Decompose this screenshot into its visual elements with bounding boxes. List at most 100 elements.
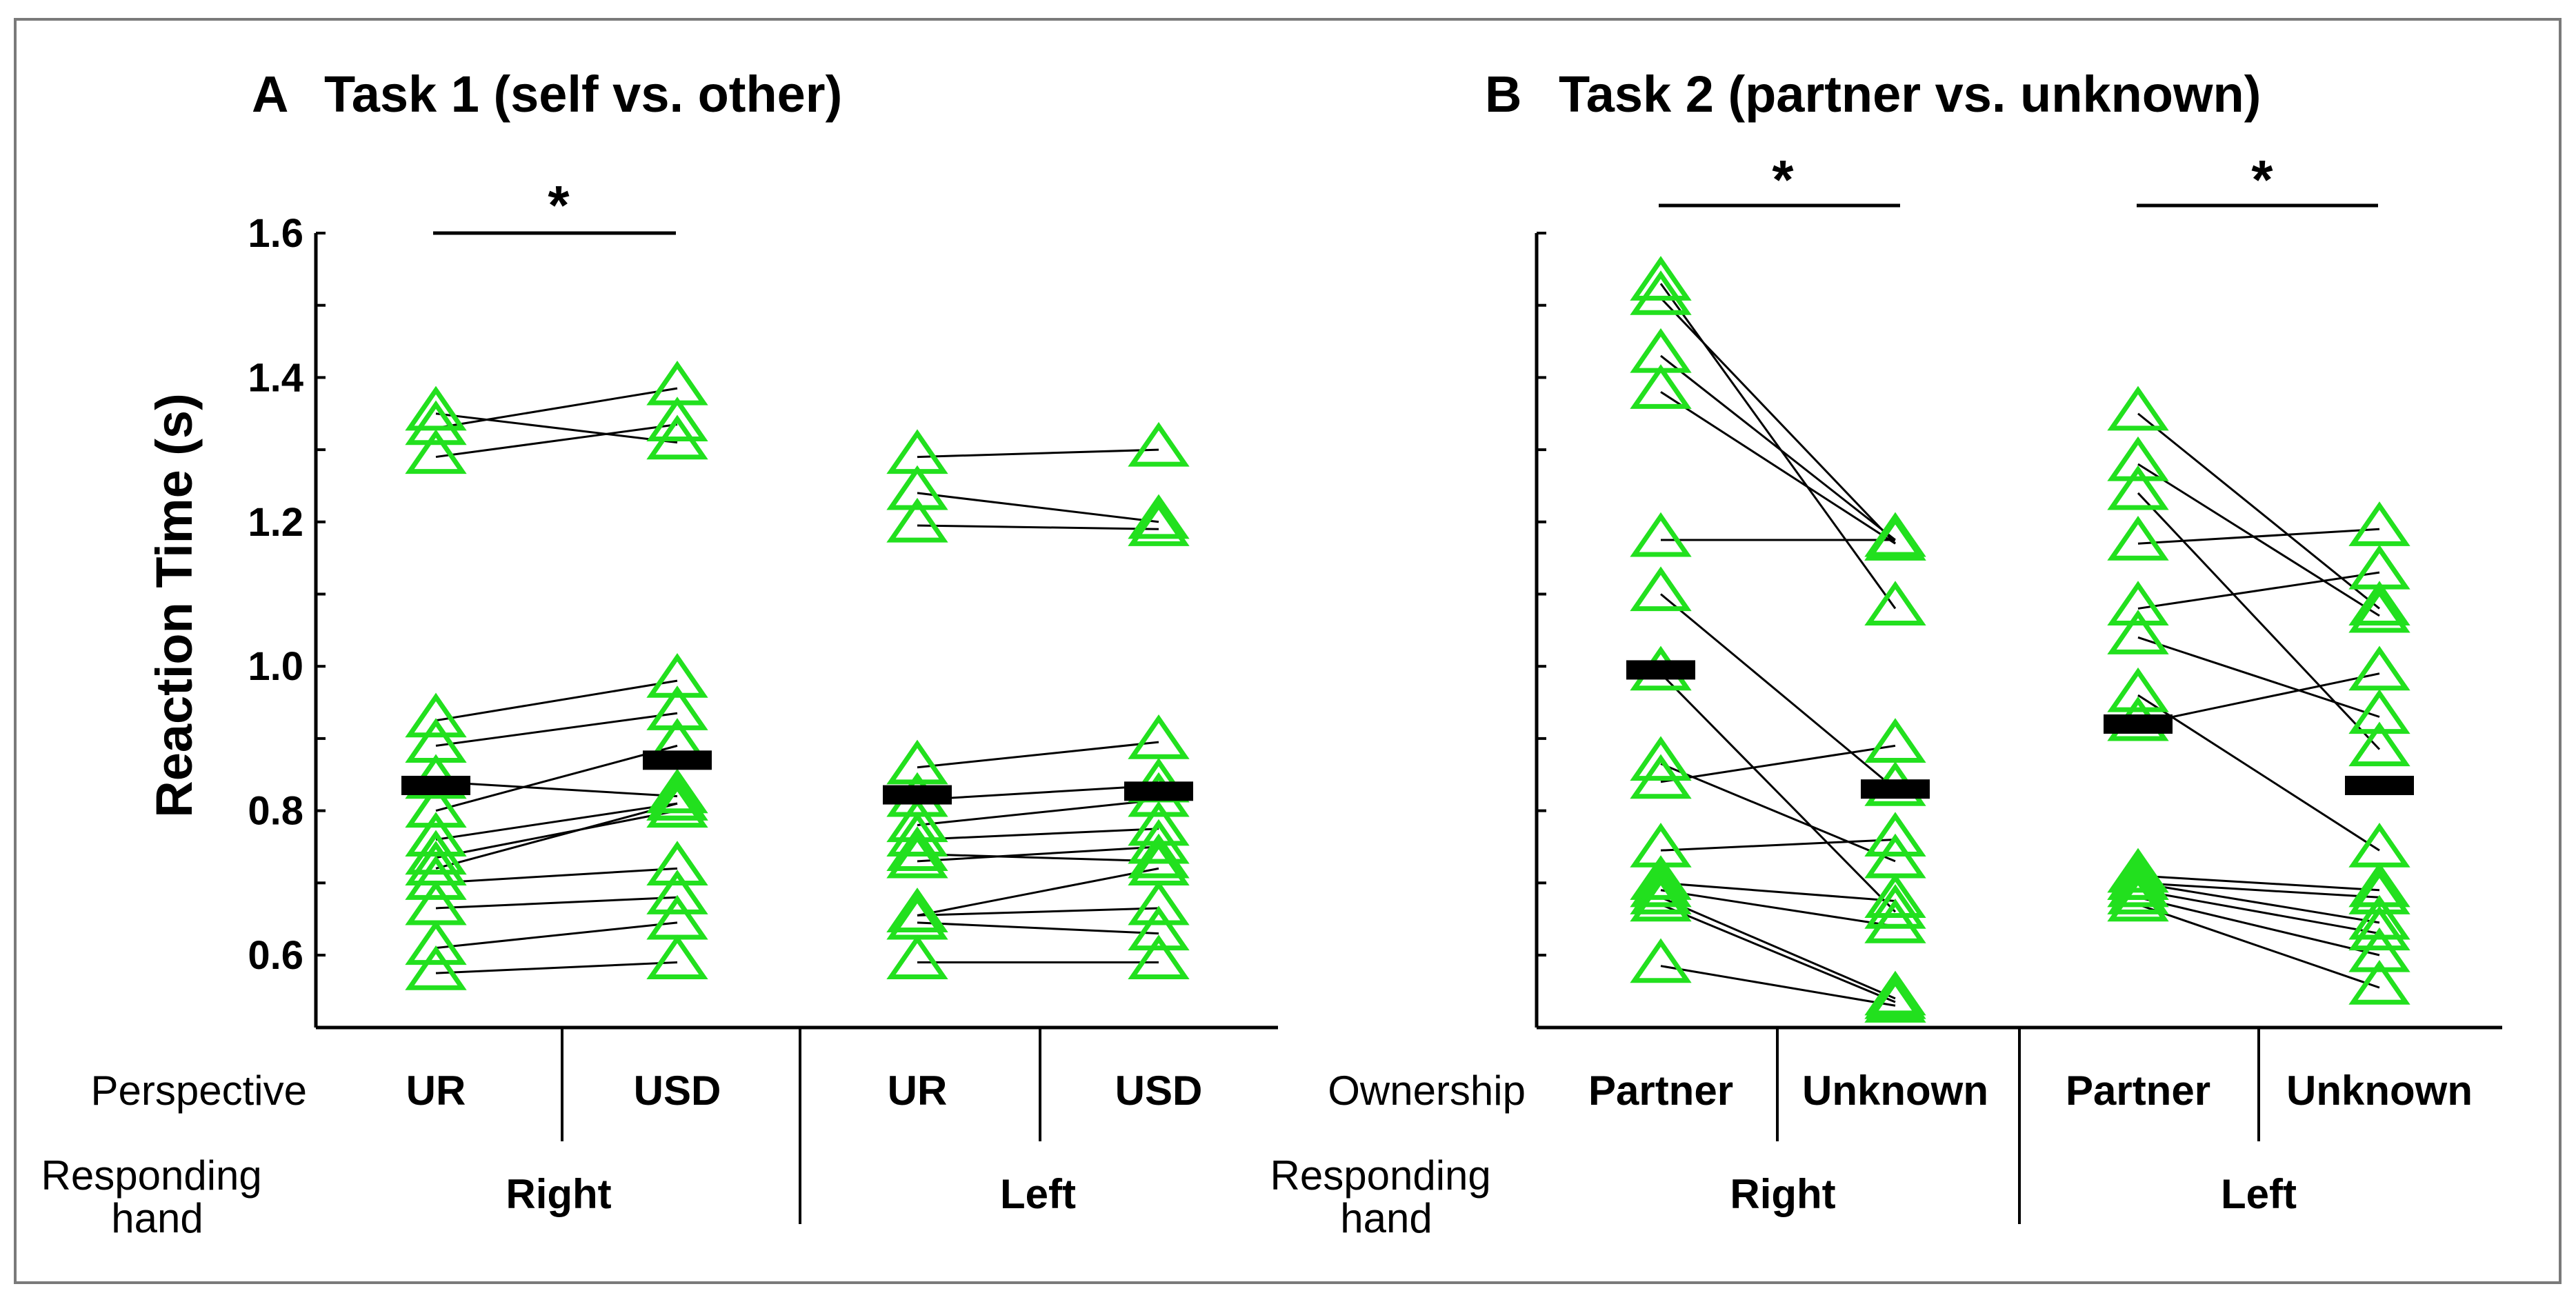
- paired-line: [917, 907, 1159, 917]
- data-point: [646, 775, 708, 821]
- paired-line: [917, 524, 1159, 530]
- data-point: [2348, 905, 2410, 951]
- paired-line: [917, 921, 1159, 935]
- significance-star: *: [1772, 149, 1794, 210]
- paired-line: [2137, 903, 2380, 989]
- data-point: [1630, 877, 1692, 922]
- paired-line: [2137, 492, 2381, 750]
- data-point: [405, 945, 467, 990]
- data-point: [1864, 873, 1926, 919]
- data-point: [1630, 256, 1692, 301]
- paired-line: [1660, 593, 1896, 790]
- data-point: [405, 830, 467, 875]
- data-point: [886, 888, 948, 932]
- paired-line: [435, 744, 678, 812]
- data-point: [886, 826, 948, 871]
- markers: [405, 360, 1190, 990]
- y-tick-label: 1.0: [248, 644, 303, 689]
- mean-bar: [2104, 714, 2173, 734]
- category-label: Unknown: [2286, 1068, 2473, 1114]
- paired-line: [2137, 694, 2380, 852]
- paired-lines: [435, 387, 1159, 974]
- category-label: UR: [406, 1068, 466, 1114]
- paired-lines: [1659, 283, 2381, 1007]
- category-label: Partner: [1588, 1068, 1733, 1114]
- mean-bar: [1626, 660, 1695, 680]
- panel-b-title: Task 2 (partner vs. unknown): [1559, 66, 2261, 123]
- y-tick-label: 1.4: [248, 355, 303, 400]
- data-point: [2348, 544, 2410, 590]
- row-label-responding-hand-text: Responding: [1270, 1152, 1491, 1199]
- data-point: [2107, 877, 2169, 922]
- paired-line: [435, 412, 678, 444]
- data-point: [2348, 689, 2410, 734]
- data-point: [1864, 512, 1926, 557]
- data-point: [405, 385, 467, 431]
- panel-a-title: Task 1 (self vs. other): [324, 66, 842, 123]
- paired-line: [435, 423, 678, 459]
- paired-line: [435, 810, 678, 859]
- data-point: [2348, 959, 2410, 1005]
- data-point: [2348, 862, 2410, 908]
- data-point: [646, 397, 708, 442]
- paired-line: [1660, 965, 1896, 1007]
- paired-line: [1660, 744, 1896, 783]
- data-point: [2107, 610, 2169, 654]
- paired-line: [2137, 672, 2380, 725]
- data-point: [1864, 718, 1926, 763]
- mean-bar: [401, 775, 470, 795]
- paired-line: [1660, 763, 1896, 863]
- group-label: Right: [506, 1171, 611, 1217]
- data-point: [886, 465, 948, 510]
- paired-line: [435, 712, 678, 747]
- y-axis-label: Reaction Time (s): [146, 393, 203, 817]
- data-point: [405, 692, 467, 738]
- mean-bars: [401, 750, 1193, 805]
- data-point: [1630, 870, 1692, 914]
- data-point: [886, 812, 948, 857]
- paired-line: [435, 961, 678, 974]
- paired-line: [1660, 881, 1896, 902]
- paired-line: [917, 492, 1159, 523]
- paired-line: [1660, 889, 1896, 928]
- paired-line: [2137, 571, 2380, 610]
- data-point: [1864, 898, 1926, 943]
- y-ticks: 0.6 0.8 1.0 1.2 1.4 1.6: [248, 211, 326, 1029]
- data-point: [1128, 905, 1190, 951]
- data-point: [1128, 880, 1190, 925]
- mean-bars: [1626, 660, 2414, 799]
- data-point: [2107, 465, 2169, 510]
- data-point: [646, 934, 708, 980]
- paired-line: [435, 921, 678, 950]
- paired-line: [435, 781, 678, 798]
- paired-line: [435, 802, 678, 870]
- data-point: [1630, 862, 1692, 908]
- row-label-responding-hand: Responding hand: [41, 1152, 274, 1241]
- paired-line: [1660, 354, 1896, 541]
- data-point: [646, 783, 708, 828]
- significance: * *: [1659, 149, 2378, 210]
- panel-b: B Task 2 (partner vs. unknown) * * Owner…: [1270, 66, 2502, 1241]
- paired-line: [435, 896, 678, 910]
- y-tick-label: 0.8: [248, 789, 303, 834]
- data-point: [2348, 894, 2410, 940]
- data-point: [2348, 501, 2410, 546]
- data-point: [1630, 938, 1692, 983]
- row-label-responding-hand-text: hand: [111, 1195, 203, 1241]
- paired-line: [1659, 297, 1897, 545]
- category-label: Unknown: [1802, 1068, 1988, 1114]
- paired-line: [2137, 463, 2380, 617]
- data-point: [2107, 667, 2169, 712]
- markers: [1630, 256, 2410, 1023]
- significance: *: [433, 174, 676, 236]
- group-label: Left: [1000, 1171, 1076, 1217]
- data-point: [405, 855, 467, 900]
- data-point: [886, 497, 948, 543]
- data-point: [646, 685, 708, 730]
- data-point: [1630, 754, 1692, 799]
- data-point: [405, 429, 467, 474]
- data-point: [646, 841, 708, 885]
- paired-line: [435, 679, 678, 722]
- category-label: UR: [888, 1068, 948, 1114]
- paired-line: [2137, 636, 2380, 718]
